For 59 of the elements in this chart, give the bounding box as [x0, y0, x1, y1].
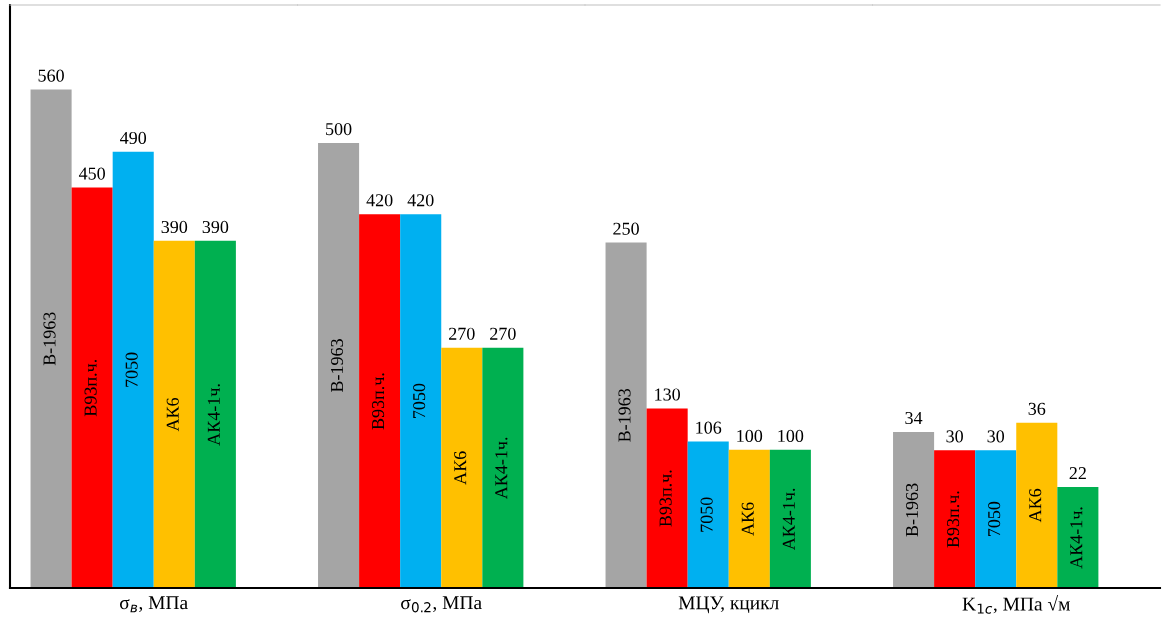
- x-axis-title: σ$_{0.2}$, МПа: [401, 596, 482, 613]
- x-axis-title: МЦУ, кцикл: [678, 596, 779, 614]
- data-label: 100: [737, 429, 763, 443]
- data-label: 390: [202, 220, 229, 234]
- data-label: 560: [38, 69, 64, 82]
- bar: [30, 89, 72, 588]
- series-label: В-1963: [905, 483, 919, 537]
- bar: [934, 450, 976, 588]
- data-label: 450: [78, 167, 105, 180]
- data-label: 500: [326, 122, 352, 136]
- bar: [605, 242, 647, 588]
- series-label: АК6: [1029, 488, 1042, 523]
- data-label: 390: [161, 220, 188, 234]
- data-label: 130: [655, 388, 680, 401]
- series-label: АК4-1ч.: [1070, 507, 1083, 569]
- bar: [975, 450, 1017, 588]
- data-label: 100: [778, 429, 804, 443]
- bar: [71, 187, 113, 588]
- bar: [769, 449, 811, 588]
- series-label: 7050: [125, 352, 138, 387]
- series-label: 7050: [988, 501, 1001, 537]
- data-label: 34: [905, 411, 923, 425]
- data-label: 270: [490, 327, 516, 340]
- bar: [646, 408, 688, 588]
- series-label: В93п.ч.: [84, 359, 97, 417]
- data-label: 36: [1028, 402, 1046, 415]
- series-label: В-1963: [330, 339, 344, 393]
- series-label: В93п.ч.: [947, 491, 960, 548]
- data-label: 250: [613, 222, 639, 235]
- bar: [1016, 422, 1058, 588]
- bar: [687, 441, 729, 588]
- bar: [893, 431, 935, 588]
- data-label: 30: [987, 430, 1005, 443]
- series-label: АК6: [741, 502, 754, 536]
- data-label: 270: [449, 327, 475, 340]
- series-label: 7050: [413, 383, 426, 418]
- series-label: АК4-1ч.: [495, 437, 508, 500]
- series-label: АК4-1ч.: [207, 384, 220, 446]
- data-label: 22: [1069, 467, 1086, 479]
- series-label: В93п.ч.: [659, 470, 672, 527]
- bar: [1057, 487, 1099, 588]
- bar: [153, 240, 195, 588]
- series-label: В93п.ч.: [372, 373, 385, 430]
- x-axis-title: σ$_{в}$, МПа: [119, 596, 188, 613]
- bar: [194, 240, 236, 588]
- series-label: АК6: [454, 451, 467, 485]
- data-label: 420: [366, 194, 393, 207]
- data-label: 490: [120, 131, 147, 145]
- data-label: 106: [696, 421, 722, 434]
- x-axis-title: K$_{1c}$, МПа √м: [962, 595, 1070, 614]
- series-label: В-1963: [618, 388, 631, 442]
- series-label: В-1963: [43, 312, 56, 366]
- data-label: 30: [946, 430, 963, 443]
- bar: [728, 449, 770, 588]
- bar: [112, 151, 154, 588]
- series-label: АК6: [166, 397, 179, 432]
- series-label: АК4-1ч.: [782, 488, 795, 551]
- series-label: 7050: [700, 497, 713, 532]
- data-label: 420: [407, 194, 434, 207]
